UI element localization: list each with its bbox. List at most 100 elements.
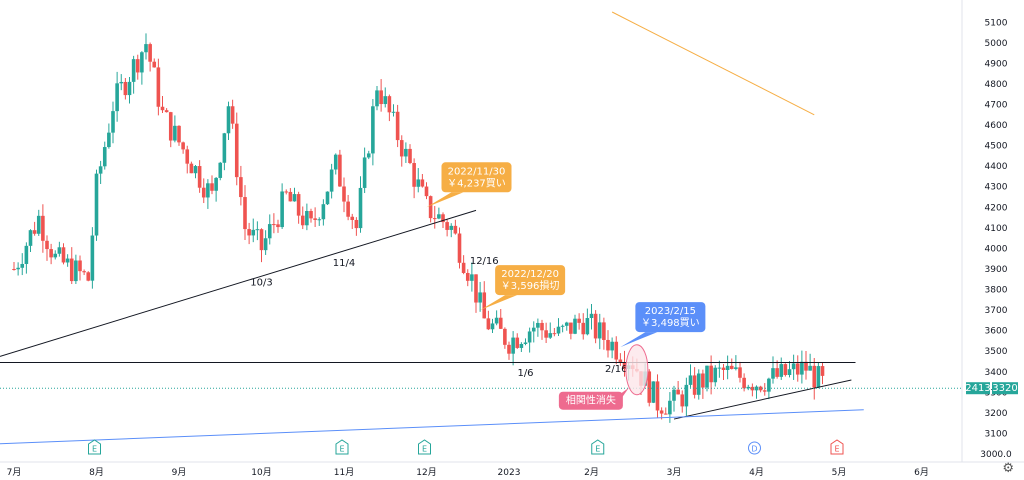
- x-tick-label: 11月: [334, 467, 354, 478]
- note-box: [558, 391, 623, 410]
- candle-body: [503, 328, 507, 345]
- x-tick-label: 6月: [914, 467, 929, 478]
- y-tick-label: 4300: [985, 183, 1008, 193]
- candle-body: [494, 317, 499, 324]
- candle-body: [135, 59, 140, 73]
- candle-body: [329, 169, 334, 192]
- candle-body: [152, 61, 157, 68]
- y-tick-label: 4200: [985, 203, 1008, 213]
- y-tick-label: 3000.0: [980, 450, 1012, 460]
- candle-body: [379, 90, 383, 105]
- candlestick-series: [12, 33, 825, 423]
- candle-body: [107, 132, 111, 148]
- candle-body: [569, 322, 573, 334]
- candle-body: [342, 186, 346, 202]
- candle-body: [140, 52, 144, 73]
- candle-body: [540, 322, 544, 331]
- candle-body: [428, 196, 433, 219]
- candle-body: [177, 125, 181, 143]
- event-marker-letter: E: [595, 445, 600, 454]
- candle-body: [717, 367, 722, 369]
- candle-body: [750, 386, 755, 391]
- candle-body: [280, 191, 284, 228]
- candle-body: [127, 81, 132, 96]
- x-tick-label: 7月: [7, 467, 22, 478]
- long-trendline-blue: [0, 409, 864, 445]
- x-tick-label: 9月: [172, 467, 187, 478]
- earnings-marker-icon: [88, 439, 101, 455]
- candle-body: [808, 365, 812, 371]
- candle-body: [288, 191, 293, 202]
- candle-body: [445, 222, 449, 230]
- candle-body: [577, 318, 581, 323]
- candle-body: [86, 272, 91, 281]
- candle-body: [437, 214, 441, 219]
- candle-body: [812, 365, 817, 388]
- x-tick-label: 3月: [667, 467, 682, 478]
- date-label: 10/3: [250, 277, 272, 288]
- candle-body: [408, 148, 412, 164]
- callout-box: [495, 265, 566, 296]
- candle-body: [647, 371, 652, 403]
- y-axis[interactable]: 3100320033003400350036003700380039004000…: [961, 0, 1024, 480]
- candle-body: [709, 365, 713, 383]
- candle-body: [338, 154, 342, 187]
- candle-body: [395, 111, 400, 141]
- candle-body: [486, 318, 491, 330]
- callout-pointer: [480, 295, 518, 311]
- callout-pointer: [426, 192, 464, 208]
- candle-body: [354, 219, 359, 229]
- earnings-marker-icon: [418, 439, 431, 455]
- price-badge-left: [966, 382, 990, 395]
- candle-body: [284, 191, 289, 193]
- y-tick-label: 4800: [985, 80, 1008, 90]
- y-tick-label: 3400: [985, 368, 1008, 378]
- callout-pointer: [620, 332, 658, 348]
- candle-body: [272, 224, 276, 226]
- candle-body: [148, 44, 152, 62]
- candle-body: [816, 366, 821, 388]
- candle-body: [767, 378, 771, 392]
- x-axis[interactable]: 7月 8月 9月 10月 11月 12月 2023 2月 3月 4月 5月 6月: [0, 461, 1024, 478]
- candle-body: [313, 218, 317, 220]
- candle-body: [366, 153, 371, 158]
- candle-body: [41, 215, 45, 241]
- candle-body: [791, 363, 796, 370]
- callout-action: ￥3,498買い: [641, 317, 700, 329]
- candle-body: [771, 368, 775, 379]
- candle-body: [247, 229, 251, 236]
- highlight-ellipse: [625, 344, 649, 396]
- x-tick-label: 2023: [498, 468, 521, 478]
- candle-body: [98, 166, 103, 174]
- candle-body: [705, 365, 709, 388]
- y-tick-label: 4900: [985, 59, 1008, 69]
- candle-body: [119, 81, 124, 84]
- candle-body: [317, 219, 322, 221]
- candle-body: [548, 333, 553, 338]
- annotations: 10/3 11/4 12/16 1/6 2/16 2022/11/30￥4,237買い 20…: [88, 162, 844, 455]
- candle-body: [581, 322, 586, 335]
- candle-body: [399, 140, 404, 157]
- candle-body: [218, 162, 223, 178]
- y-tick-label: 3100: [985, 429, 1008, 439]
- candle-body: [111, 111, 115, 133]
- candle-body: [346, 201, 350, 217]
- candle-body: [404, 148, 408, 157]
- event-marker-letter: D: [751, 445, 757, 454]
- candle-body: [362, 157, 367, 188]
- settings-gear-icon[interactable]: ⚙: [1002, 461, 1014, 476]
- candle-body: [239, 177, 243, 198]
- candle-body: [597, 322, 602, 339]
- event-marker-letter: E: [339, 445, 344, 454]
- candle-body: [610, 341, 614, 351]
- candle-body: [734, 367, 738, 369]
- y-tick-label: 4400: [985, 162, 1008, 172]
- y-tick-label: 4100: [985, 224, 1008, 234]
- candle-body: [115, 83, 119, 112]
- candle-body: [206, 183, 210, 198]
- candle-body: [515, 337, 520, 348]
- candle-body: [102, 147, 107, 167]
- candle-body: [164, 110, 169, 113]
- candle-body: [45, 240, 49, 250]
